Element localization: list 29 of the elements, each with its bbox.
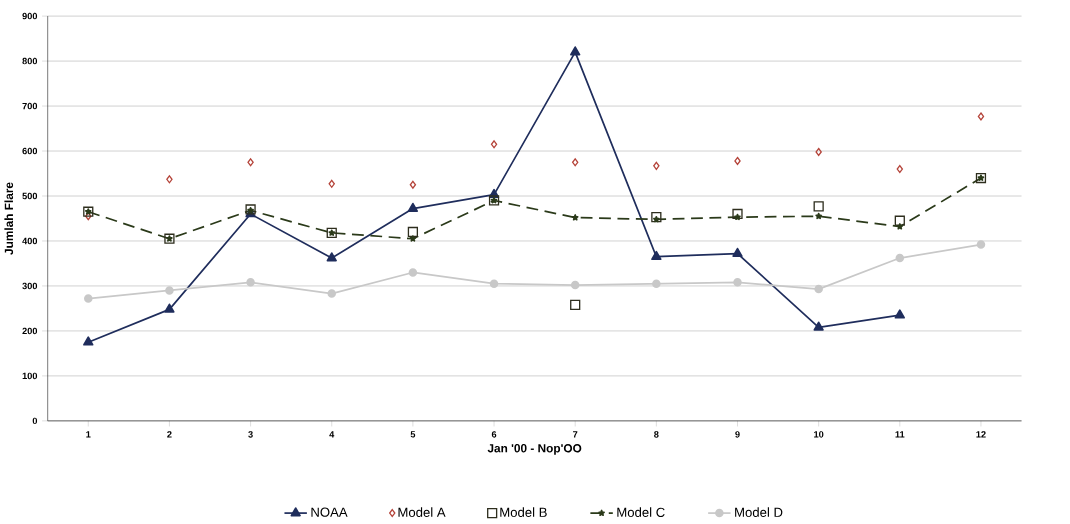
y-tick-label: 600 (22, 147, 38, 155)
legend-label: Model D (735, 507, 783, 517)
x-tick-label: 4 (329, 431, 335, 438)
x-tick-label: 11 (895, 431, 905, 438)
x-tick-label: 6 (491, 431, 497, 438)
x-tick-label: 2 (167, 431, 172, 438)
x-tick-label: 1 (86, 431, 91, 438)
x-axis-title: Jan '00 - Nop'OO (487, 443, 582, 455)
y-tick-label: 700 (22, 102, 38, 110)
x-tick-label: 10 (814, 431, 824, 438)
y-tick-label: 800 (22, 57, 38, 65)
legend-label: Model B (500, 507, 547, 517)
y-tick-label: 900 (22, 12, 38, 20)
legend-label: Model C (617, 507, 665, 517)
x-tick-label: 3 (248, 431, 253, 438)
x-tick-label: 8 (654, 431, 659, 438)
y-tick-label: 300 (22, 282, 38, 290)
x-tick-label: 7 (573, 431, 578, 438)
legend-label: Model A (398, 507, 446, 517)
y-tick-label: 500 (22, 192, 38, 200)
y-tick-label: 0 (32, 417, 38, 425)
y-axis-title: Jumlah Flare (4, 182, 14, 255)
x-tick-label: 12 (976, 431, 986, 438)
y-tick-label: 200 (22, 327, 38, 335)
x-tick-label: 9 (735, 431, 740, 438)
y-tick-label: 400 (22, 237, 38, 245)
x-tick-label: 5 (410, 431, 416, 438)
legend-label: NOAA (311, 507, 348, 517)
y-tick-label: 100 (22, 372, 38, 380)
